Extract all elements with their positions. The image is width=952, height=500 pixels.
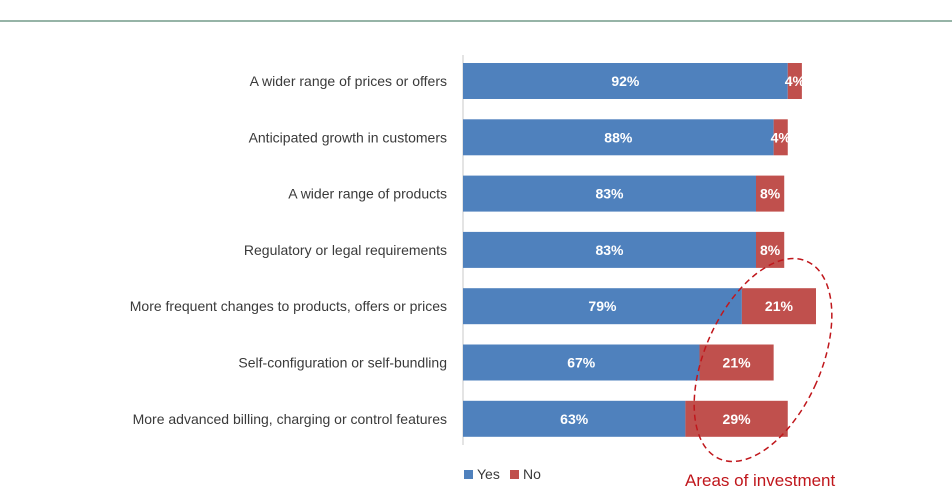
data-label-no: 29% [723,411,752,427]
bar-segment-yes [463,175,756,212]
data-label-no: 8% [760,242,781,258]
data-label-no: 4% [771,129,792,145]
bars-group: 92% 4% 88% 4% 83% 8% 83% 8% 79% 21% 67% 21% 63% 29% [463,63,816,437]
data-label-no: 21% [765,298,794,314]
category-label: Regulatory or legal requirements [244,242,447,258]
legend-label-yes: Yes [477,466,500,482]
bar-segment-yes [463,63,788,99]
legend: Yes No [464,466,541,482]
annotation-ellipse [693,257,833,463]
legend-swatch-yes [464,470,473,479]
data-label-no: 8% [760,186,781,202]
category-label: More advanced billing, charging or contr… [133,411,447,427]
bar-segment-no [755,175,785,212]
data-label-yes: 67% [567,355,596,371]
category-label: More frequent changes to products, offer… [130,298,447,314]
annotation-callout: Areas of investment [685,257,836,490]
bar-segment-no [773,119,788,156]
category-labels-group: A wider range of prices or offers Anticip… [130,73,447,427]
data-label-yes: 83% [595,242,624,258]
data-label-yes: 92% [611,73,640,89]
bar-segment-no [741,288,816,325]
bar-segment-yes [463,400,686,437]
bar-segment-no [685,400,788,437]
bar-segment-yes [463,288,742,325]
data-label-no: 4% [785,73,806,89]
annotation-text: Areas of investment [685,471,836,490]
bar-segment-no [699,344,774,381]
category-label: A wider range of products [288,186,447,202]
legend-label-no: No [523,466,541,482]
data-label-yes: 83% [595,186,624,202]
data-label-yes: 79% [588,298,617,314]
category-label: A wider range of prices or offers [250,73,447,89]
data-label-yes: 88% [604,129,633,145]
category-label: Self-configuration or self-bundling [238,355,447,371]
bar-segment-yes [463,344,700,381]
category-label: Anticipated growth in customers [249,129,447,145]
data-label-no: 21% [723,355,752,371]
data-label-yes: 63% [560,411,589,427]
bar-segment-no [787,63,802,99]
bar-segment-yes [463,119,774,156]
legend-swatch-no [510,470,519,479]
bar-segment-no [755,231,785,268]
bar-segment-yes [463,231,756,268]
